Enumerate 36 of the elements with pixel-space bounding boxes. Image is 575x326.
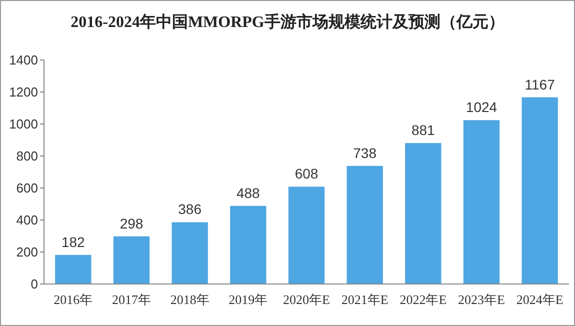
data-label: 386 bbox=[178, 201, 202, 218]
bar bbox=[172, 222, 208, 284]
x-tick-label: 2024年E bbox=[516, 292, 564, 307]
y-tick-label: 1000 bbox=[9, 116, 38, 132]
y-tick-label: 0 bbox=[30, 276, 38, 292]
y-tick-label: 800 bbox=[16, 148, 38, 164]
bar bbox=[346, 166, 383, 284]
bar bbox=[55, 254, 92, 284]
data-label: 298 bbox=[120, 215, 144, 232]
data-label: 1024 bbox=[466, 99, 498, 116]
x-tick-label: 2022年E bbox=[400, 292, 447, 307]
bar bbox=[113, 236, 150, 284]
bar bbox=[522, 97, 558, 284]
data-label: 488 bbox=[236, 184, 260, 201]
data-label: 738 bbox=[353, 144, 377, 161]
bar bbox=[288, 186, 325, 284]
data-label: 881 bbox=[411, 122, 436, 138]
data-label: 608 bbox=[294, 166, 318, 182]
y-tick-label: 400 bbox=[16, 212, 38, 228]
y-tick-label: 200 bbox=[16, 244, 38, 260]
y-tick-label: 1400 bbox=[9, 52, 38, 68]
x-tick-label: 2017年 bbox=[112, 292, 151, 307]
x-tick-label: 2021年E bbox=[341, 292, 388, 307]
chart-title: 2016-2024年中国MMORPG手游市场规模统计及预测（亿元） bbox=[70, 13, 504, 31]
x-tick-label: 2016年 bbox=[54, 292, 93, 307]
bar bbox=[463, 120, 500, 284]
data-label: 1167 bbox=[524, 76, 556, 92]
x-tick-label: 2023年E bbox=[458, 292, 506, 307]
bar bbox=[405, 143, 442, 284]
x-tick-label: 2019年 bbox=[228, 292, 268, 307]
y-tick-label: 1200 bbox=[9, 84, 38, 100]
x-tick-label: 2018年 bbox=[170, 292, 210, 307]
y-tick-label: 600 bbox=[16, 180, 38, 196]
bar bbox=[230, 206, 266, 284]
data-label: 182 bbox=[61, 234, 86, 250]
x-tick-label: 2020年E bbox=[283, 292, 330, 307]
